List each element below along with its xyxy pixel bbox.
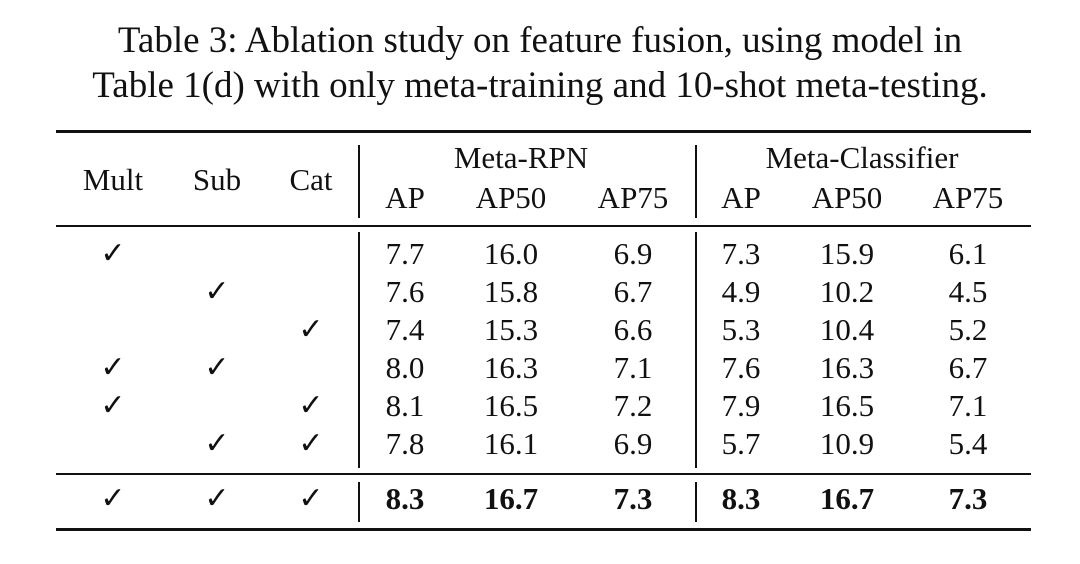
metric-cls-ap50: AP50 [811,180,883,215]
table-cell: 6.1 [948,236,988,271]
table-cell: 10.2 [819,274,875,309]
table-cell: 7.3 [948,481,988,516]
metric-rpn-ap50: AP50 [475,180,547,215]
column-separator [358,145,360,218]
table-cell: 10.4 [819,312,875,347]
metric-cls-ap75: AP75 [932,180,1004,215]
table-cell: 15.9 [819,236,875,271]
column-separator [695,482,697,522]
table-cell: 10.9 [819,426,875,461]
table-cell: 5.7 [721,426,761,461]
table-cell: 5.2 [948,312,988,347]
final-row-rule [56,473,1031,475]
check-mark-sub: ✓ [204,427,230,460]
table-cell: 7.1 [613,350,653,385]
table-cell: 7.3 [613,481,653,516]
check-mark-cat: ✓ [298,427,324,460]
table-cell: 16.3 [483,350,539,385]
caption-line-1: Table 3: Ablation study on feature fusio… [117,20,963,61]
column-separator [358,482,360,522]
caption-line-2: Table 1(d) with only meta-training and 1… [92,65,988,106]
table-cell: 7.3 [721,236,761,271]
table-cell: 5.3 [721,312,761,347]
group-meta-classifier: Meta-Classifier [765,140,959,175]
check-mark-cat: ✓ [298,313,324,346]
table-cell: 6.9 [613,426,653,461]
table-cell: 7.8 [385,426,425,461]
table-cell: 6.7 [613,274,653,309]
table-cell: 7.7 [385,236,425,271]
table-cell: 6.6 [613,312,653,347]
header-sub: Sub [192,162,242,197]
table-cell: 8.1 [385,388,425,423]
group-meta-rpn: Meta-RPN [453,140,589,175]
table-caption: Table 3: Ablation study on feature fusio… [0,18,1080,108]
table-cell: 7.2 [613,388,653,423]
metric-cls-ap: AP [721,180,761,215]
table-cell: 8.3 [385,481,425,516]
check-mark-mult: ✓ [100,237,126,270]
column-separator [695,232,697,468]
check-mark-cat: ✓ [298,389,324,422]
table-cell: 16.0 [483,236,539,271]
top-rule [56,130,1031,133]
table-cell: 7.9 [721,388,761,423]
check-mark-sub: ✓ [204,275,230,308]
table-cell: 6.9 [613,236,653,271]
table-cell: 7.6 [385,274,425,309]
table-cell: 7.4 [385,312,425,347]
check-mark-mult: ✓ [100,389,126,422]
header-mult: Mult [82,162,144,197]
table-cell: 4.5 [948,274,988,309]
check-mark-sub: ✓ [204,351,230,384]
table-cell: 16.7 [819,481,875,516]
table-cell: 4.9 [721,274,761,309]
table-cell: 6.7 [948,350,988,385]
table-cell: 16.5 [819,388,875,423]
table-cell: 16.5 [483,388,539,423]
table-cell: 5.4 [948,426,988,461]
metric-rpn-ap: AP [385,180,425,215]
table-cell: 15.3 [483,312,539,347]
table-cell: 7.6 [721,350,761,385]
column-separator [695,145,697,218]
header-cat: Cat [289,162,333,197]
bottom-rule [56,528,1031,531]
table-cell: 8.3 [721,481,761,516]
column-separator [358,232,360,468]
check-mark-sub: ✓ [204,482,230,515]
metric-rpn-ap75: AP75 [597,180,669,215]
table-cell: 7.1 [948,388,988,423]
table-cell: 15.8 [483,274,539,309]
table-cell: 16.7 [483,481,539,516]
check-mark-cat: ✓ [298,482,324,515]
table-cell: 8.0 [385,350,425,385]
header-rule [56,225,1031,227]
table-cell: 16.3 [819,350,875,385]
check-mark-mult: ✓ [100,351,126,384]
check-mark-mult: ✓ [100,482,126,515]
table-cell: 16.1 [483,426,539,461]
